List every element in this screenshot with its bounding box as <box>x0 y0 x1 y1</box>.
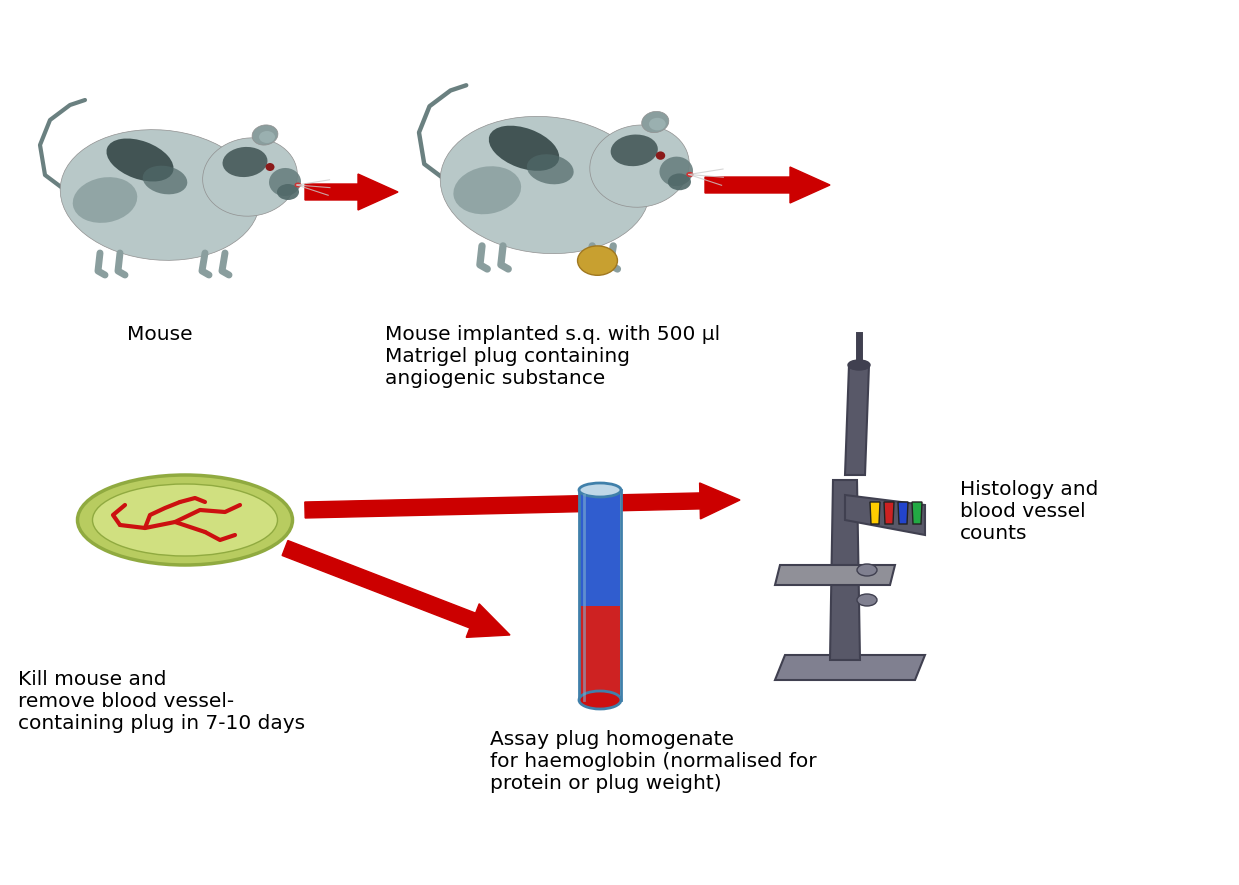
Ellipse shape <box>265 163 275 171</box>
Ellipse shape <box>259 131 275 143</box>
Ellipse shape <box>203 138 297 216</box>
Ellipse shape <box>223 147 268 177</box>
Polygon shape <box>579 490 621 700</box>
Ellipse shape <box>642 112 669 133</box>
Ellipse shape <box>611 135 658 166</box>
Ellipse shape <box>857 594 877 606</box>
Ellipse shape <box>252 125 278 145</box>
Polygon shape <box>898 502 908 524</box>
Polygon shape <box>830 480 860 660</box>
Polygon shape <box>282 541 510 637</box>
Ellipse shape <box>857 564 877 576</box>
Polygon shape <box>776 655 926 680</box>
Polygon shape <box>580 605 620 695</box>
Ellipse shape <box>142 165 187 195</box>
Text: Mouse: Mouse <box>128 325 193 344</box>
Polygon shape <box>305 483 740 519</box>
Ellipse shape <box>655 151 665 160</box>
Text: Histology and
blood vessel
counts: Histology and blood vessel counts <box>960 480 1099 543</box>
Ellipse shape <box>440 117 649 254</box>
Ellipse shape <box>590 125 689 207</box>
Polygon shape <box>580 490 620 605</box>
Ellipse shape <box>278 184 299 200</box>
Polygon shape <box>845 495 926 535</box>
Polygon shape <box>870 502 880 524</box>
Ellipse shape <box>295 182 301 188</box>
Ellipse shape <box>579 691 621 709</box>
Ellipse shape <box>78 475 292 565</box>
Ellipse shape <box>61 130 260 260</box>
Ellipse shape <box>649 118 665 130</box>
Ellipse shape <box>686 172 694 177</box>
Text: Kill mouse and
remove blood vessel-
containing plug in 7-10 days: Kill mouse and remove blood vessel- cont… <box>19 670 305 733</box>
Ellipse shape <box>668 173 691 190</box>
Ellipse shape <box>269 168 301 196</box>
Ellipse shape <box>659 157 693 186</box>
Ellipse shape <box>453 166 522 214</box>
Ellipse shape <box>489 126 559 171</box>
Polygon shape <box>912 502 922 524</box>
Ellipse shape <box>73 177 138 223</box>
Text: Assay plug homogenate
for haemoglobin (normalised for
protein or plug weight): Assay plug homogenate for haemoglobin (n… <box>489 730 817 793</box>
Text: Mouse implanted s.q. with 500 µl
Matrigel plug containing
angiogenic substance: Mouse implanted s.q. with 500 µl Matrige… <box>385 325 720 388</box>
Ellipse shape <box>847 360 870 370</box>
Ellipse shape <box>107 139 173 181</box>
Ellipse shape <box>577 246 617 275</box>
Polygon shape <box>883 502 895 524</box>
Ellipse shape <box>579 483 621 497</box>
Polygon shape <box>305 174 398 210</box>
Polygon shape <box>705 167 830 203</box>
Polygon shape <box>845 365 869 475</box>
Ellipse shape <box>93 484 278 556</box>
Polygon shape <box>776 565 895 585</box>
Ellipse shape <box>527 154 574 184</box>
